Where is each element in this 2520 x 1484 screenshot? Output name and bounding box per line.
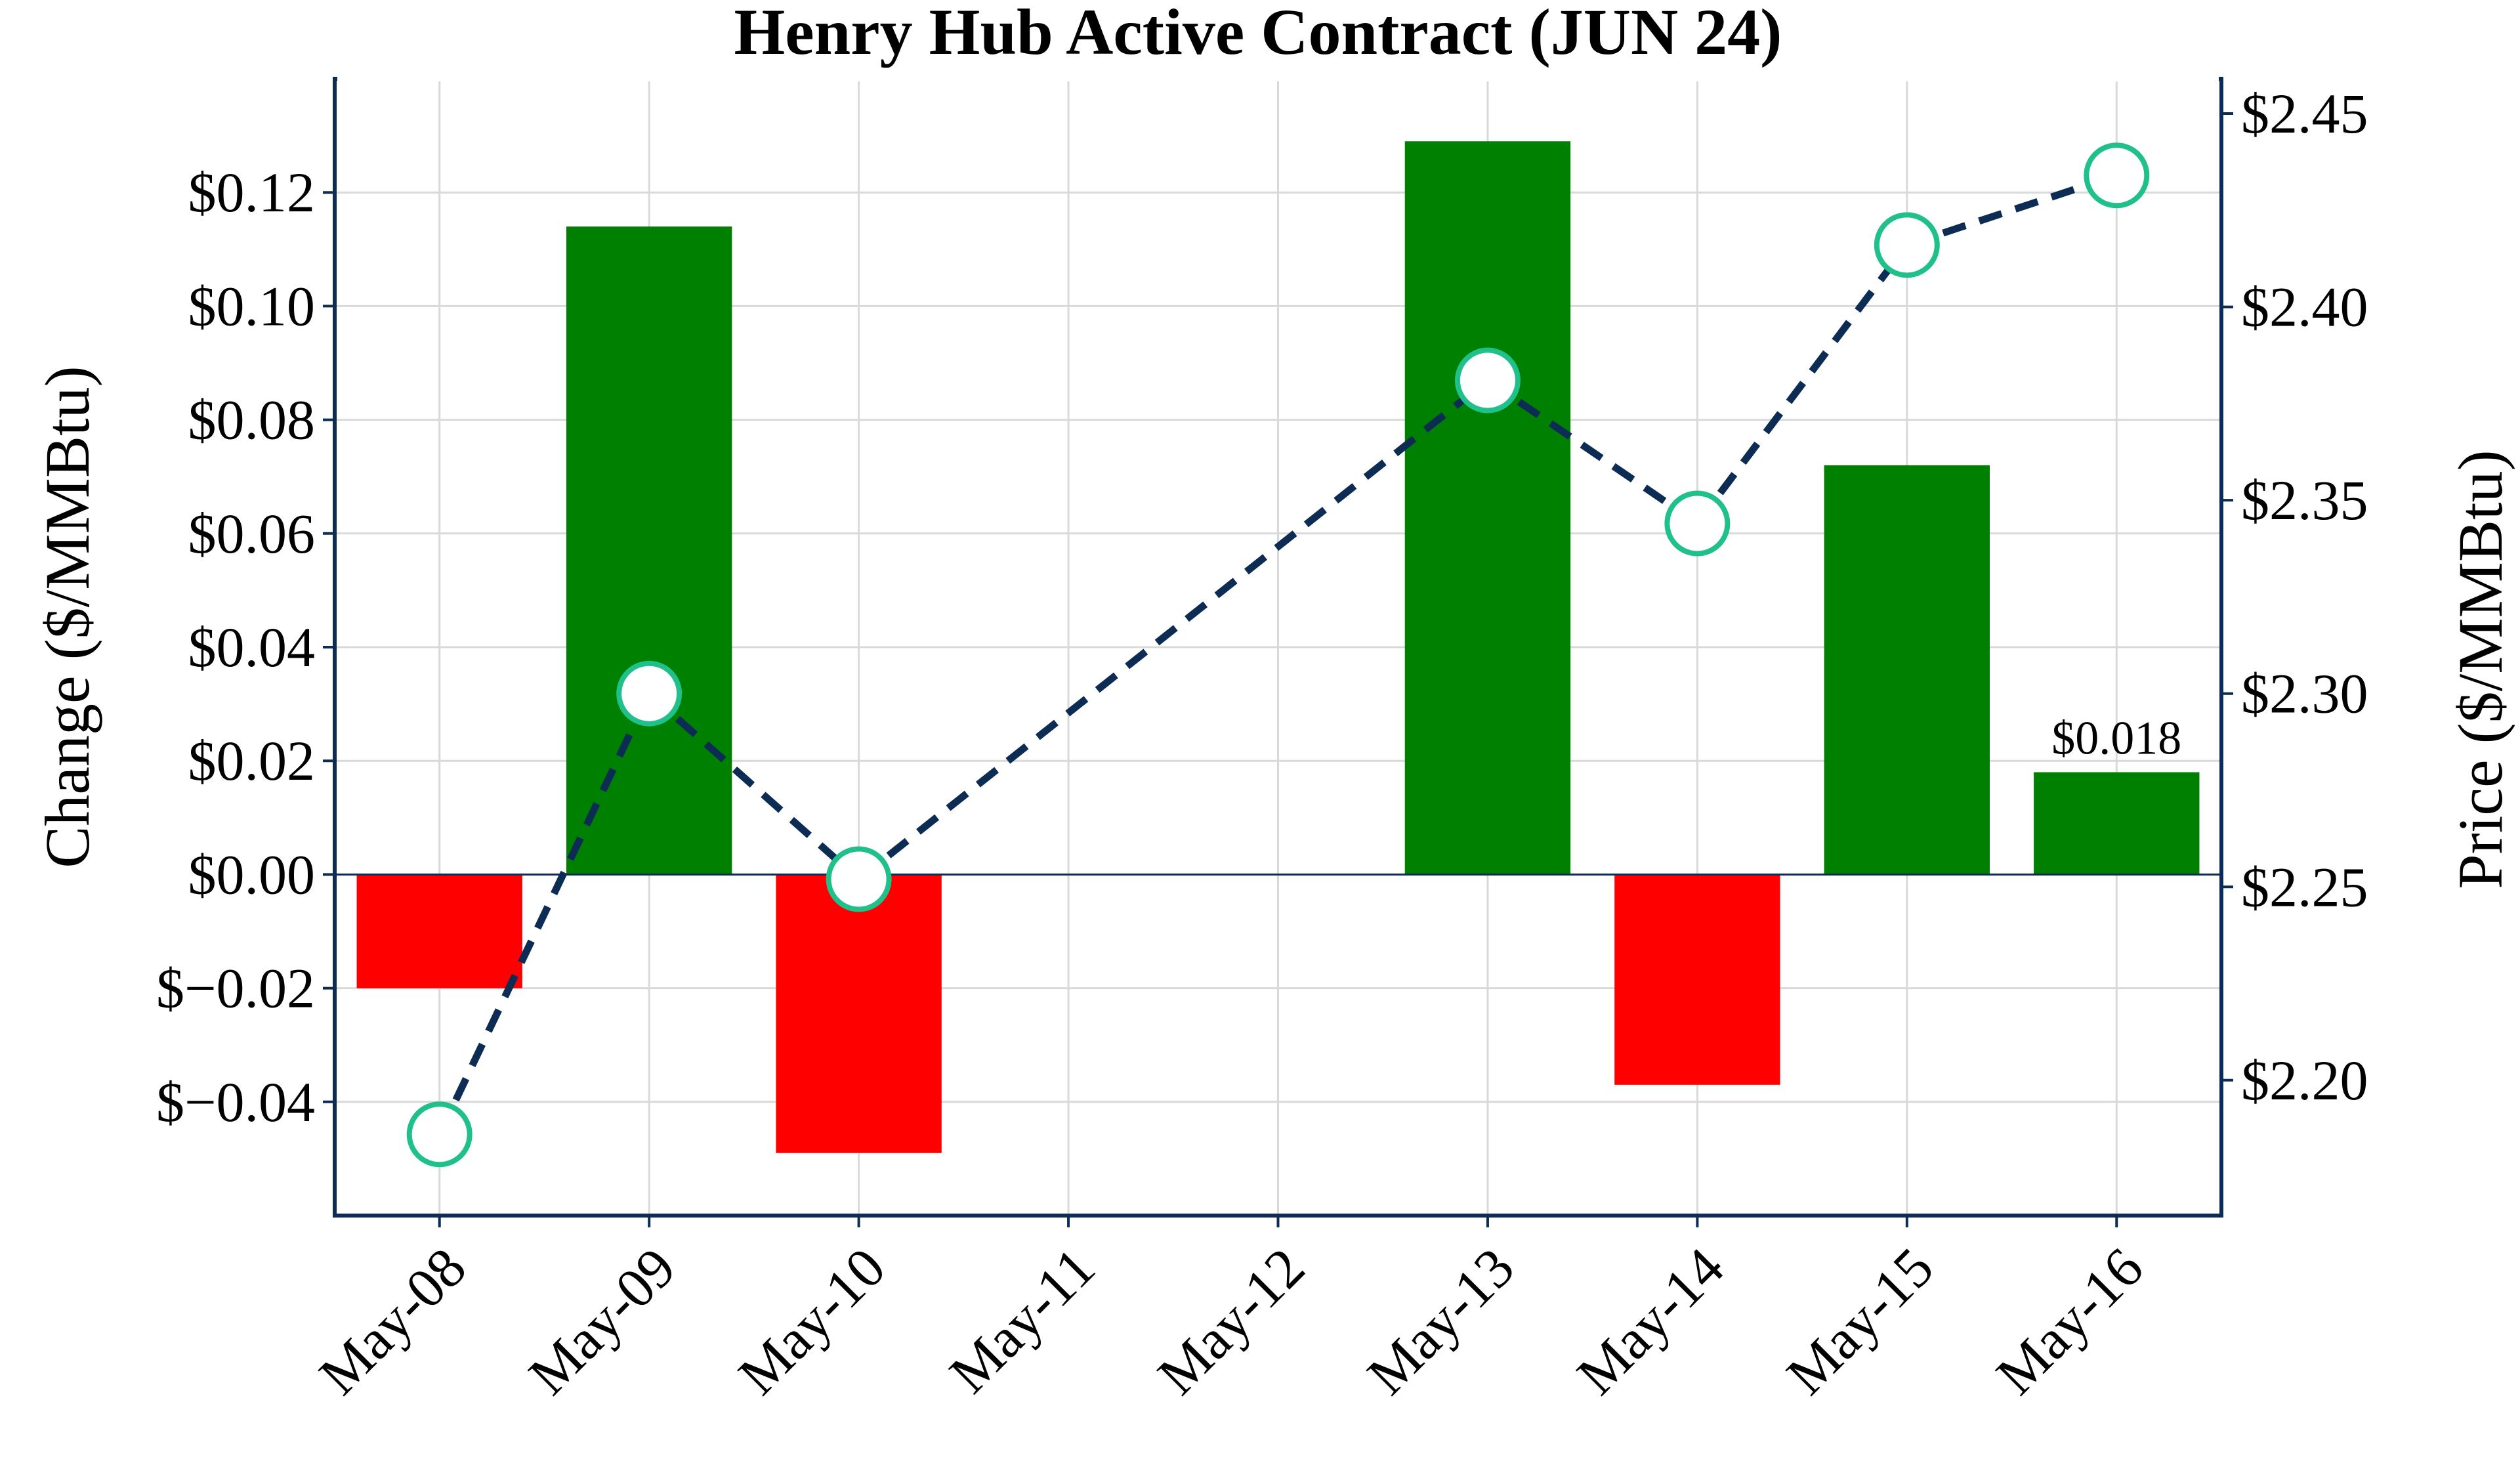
y-axis-label-right: Price ($/MMBtu) xyxy=(2445,450,2515,889)
price-point xyxy=(826,846,892,912)
left-tick-label: $−0.04 xyxy=(156,1071,315,1134)
right-tick-label: $2.30 xyxy=(2241,662,2368,725)
bar-value-label: $0.018 xyxy=(2051,712,2181,765)
price-point xyxy=(2084,142,2150,209)
price-point xyxy=(1454,347,1521,413)
right-tick-label: $2.40 xyxy=(2241,276,2368,339)
bar-change xyxy=(1824,465,1990,875)
left-tick-label: $0.10 xyxy=(188,274,316,337)
left-axis-ticks: $0.12 $0.10 $0.08 $0.06 $0.04 $0.02 $0.00 $−0.0… xyxy=(156,161,335,1134)
price-line-segment xyxy=(646,690,862,882)
x-tick-label: May-16 xyxy=(1984,1236,2154,1407)
x-tick-label: May-13 xyxy=(1355,1236,1526,1407)
right-tick-label: $2.25 xyxy=(2241,855,2368,918)
left-tick-label: $0.00 xyxy=(188,843,316,906)
bar-change xyxy=(356,874,522,988)
right-tick-label: $2.20 xyxy=(2241,1049,2368,1112)
left-tick-label: $0.08 xyxy=(188,389,316,452)
right-tick-label: $2.45 xyxy=(2241,82,2368,145)
left-tick-label: $0.12 xyxy=(188,161,316,224)
price-line-segment xyxy=(1485,377,1700,527)
x-axis-ticks: May-08 May-09 May-10 May-11 May-12 May-13 May-… xyxy=(307,1216,2155,1407)
price-point xyxy=(1664,490,1731,557)
x-tick-label: May-11 xyxy=(937,1236,1106,1405)
x-tick-label: May-12 xyxy=(1146,1236,1316,1407)
price-point xyxy=(406,1101,472,1168)
bar-change xyxy=(1614,874,1780,1085)
left-tick-label: $−0.02 xyxy=(156,957,315,1020)
bar-change xyxy=(2034,772,2200,875)
bars-layer xyxy=(356,141,2200,1153)
left-tick-label: $0.06 xyxy=(188,502,316,565)
price-line-segment xyxy=(1694,243,1910,526)
x-tick-label: May-14 xyxy=(1564,1236,1735,1407)
right-tick-label: $2.35 xyxy=(2241,469,2368,532)
right-axis-ticks: $2.45 $2.40 $2.35 $2.30 $2.25 $2.20 xyxy=(2221,82,2368,1112)
bar-change xyxy=(776,874,942,1153)
left-tick-label: $0.02 xyxy=(188,729,316,792)
bar-change xyxy=(566,226,732,875)
price-point xyxy=(616,660,682,727)
bar-change xyxy=(1404,141,1571,875)
price-line-layer xyxy=(406,142,2150,1168)
y-axis-label-left: Change ($/MMBtu) xyxy=(32,366,102,868)
price-point xyxy=(1874,212,1940,278)
price-line-segment xyxy=(856,377,1490,882)
annotations-layer: $0.018 xyxy=(2051,712,2181,765)
x-tick-label: May-08 xyxy=(307,1236,478,1407)
x-tick-label: May-10 xyxy=(726,1236,897,1407)
x-tick-label: May-09 xyxy=(516,1236,687,1407)
chart-title: Henry Hub Active Contract (JUN 24) xyxy=(734,0,1782,68)
left-tick-label: $0.04 xyxy=(188,616,316,679)
price-line-segment xyxy=(436,692,653,1136)
price-line-segment xyxy=(1906,172,2118,249)
x-tick-label: May-15 xyxy=(1774,1236,1945,1407)
